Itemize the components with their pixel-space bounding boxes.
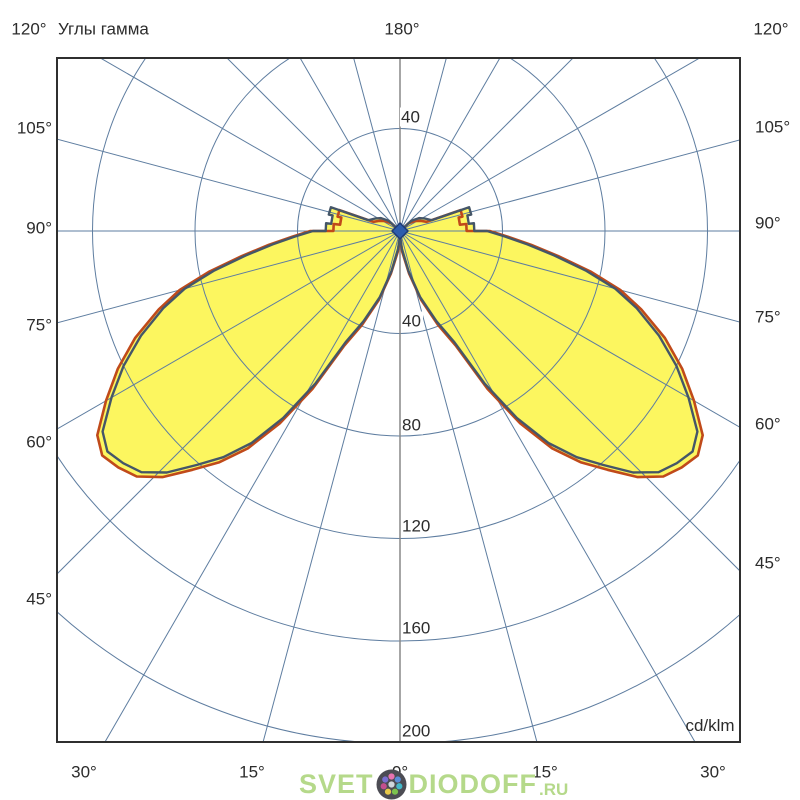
gamma-label-bottom: 15° bbox=[532, 762, 558, 782]
grid-ray bbox=[399, 230, 740, 323]
watermark-brand-right: DIODOFF bbox=[408, 769, 538, 799]
radial-tick-label: 40 bbox=[400, 107, 422, 127]
luminaire-center-marker bbox=[390, 221, 410, 241]
gamma-label-bottom: 15° bbox=[239, 762, 265, 782]
grid-ray bbox=[57, 230, 401, 575]
gamma-label-left: 75° bbox=[26, 315, 52, 335]
gamma-label-bottom: 30° bbox=[71, 762, 97, 782]
grid-ray bbox=[57, 230, 401, 324]
grid-ray bbox=[399, 58, 501, 232]
gamma-label-left: 45° bbox=[26, 589, 52, 609]
radial-tick-label: 160 bbox=[401, 618, 433, 638]
grid-ray bbox=[262, 230, 401, 742]
radial-tick-label: 40 bbox=[401, 311, 423, 331]
chart-title: Углы гамма bbox=[58, 19, 149, 39]
gamma-label-top: 180° bbox=[384, 19, 420, 39]
grid-ray bbox=[399, 58, 701, 232]
watermark-logo-icon bbox=[376, 769, 407, 800]
watermark-domain-suffix: .RU bbox=[539, 780, 569, 799]
gamma-label-left: 105° bbox=[16, 118, 52, 138]
watermark-logo-dot bbox=[381, 776, 388, 783]
lobe-fill bbox=[102, 207, 698, 473]
watermark-logo-dot bbox=[391, 788, 398, 795]
gamma-label-right: 75° bbox=[755, 307, 781, 327]
watermark-logo-dot bbox=[395, 783, 402, 790]
plot-frame bbox=[56, 57, 741, 743]
grid-ray bbox=[57, 138, 401, 232]
gamma-label-bottom: 30° bbox=[700, 762, 726, 782]
radial-tick-label: 80 bbox=[401, 415, 423, 435]
grid-ray bbox=[99, 58, 401, 232]
gamma-label-right: 90° bbox=[755, 213, 781, 233]
gamma-label-left: 60° bbox=[26, 432, 52, 452]
grid-ray bbox=[399, 58, 447, 232]
watermark-brand-left: SVET bbox=[299, 769, 374, 799]
gamma-label-right: 60° bbox=[755, 414, 781, 434]
watermark-logo-dot bbox=[380, 783, 387, 790]
grid-ray bbox=[399, 230, 696, 742]
grid-ray bbox=[399, 230, 740, 428]
grid-ray bbox=[353, 58, 401, 232]
gamma-label-right: 105° bbox=[755, 117, 791, 137]
gamma-label-left: 90° bbox=[26, 218, 52, 238]
radial-tick-label: 200 bbox=[401, 721, 433, 741]
grid-ray bbox=[399, 230, 740, 572]
watermark-logo-dot bbox=[394, 776, 401, 783]
watermark-logo-dot bbox=[387, 773, 395, 780]
gamma-label-right: 45° bbox=[755, 553, 781, 573]
site-watermark: SVET DIODOFF .RU bbox=[299, 769, 568, 800]
radial-tick-label: 120 bbox=[401, 516, 433, 536]
watermark-logo-dot bbox=[384, 788, 391, 795]
grid-ray bbox=[399, 230, 538, 742]
gamma-label-top: 120° bbox=[11, 19, 47, 39]
grid-ray bbox=[57, 230, 401, 430]
grid-ray bbox=[226, 58, 401, 232]
grid-ray bbox=[399, 58, 574, 232]
gamma-label-top: 120° bbox=[753, 19, 789, 39]
grid-ray bbox=[399, 139, 740, 232]
grid-ray bbox=[104, 230, 401, 742]
radial-unit-label: cd/klm bbox=[685, 716, 735, 735]
grid-ray bbox=[299, 58, 401, 232]
watermark-logo-dot bbox=[387, 781, 395, 788]
